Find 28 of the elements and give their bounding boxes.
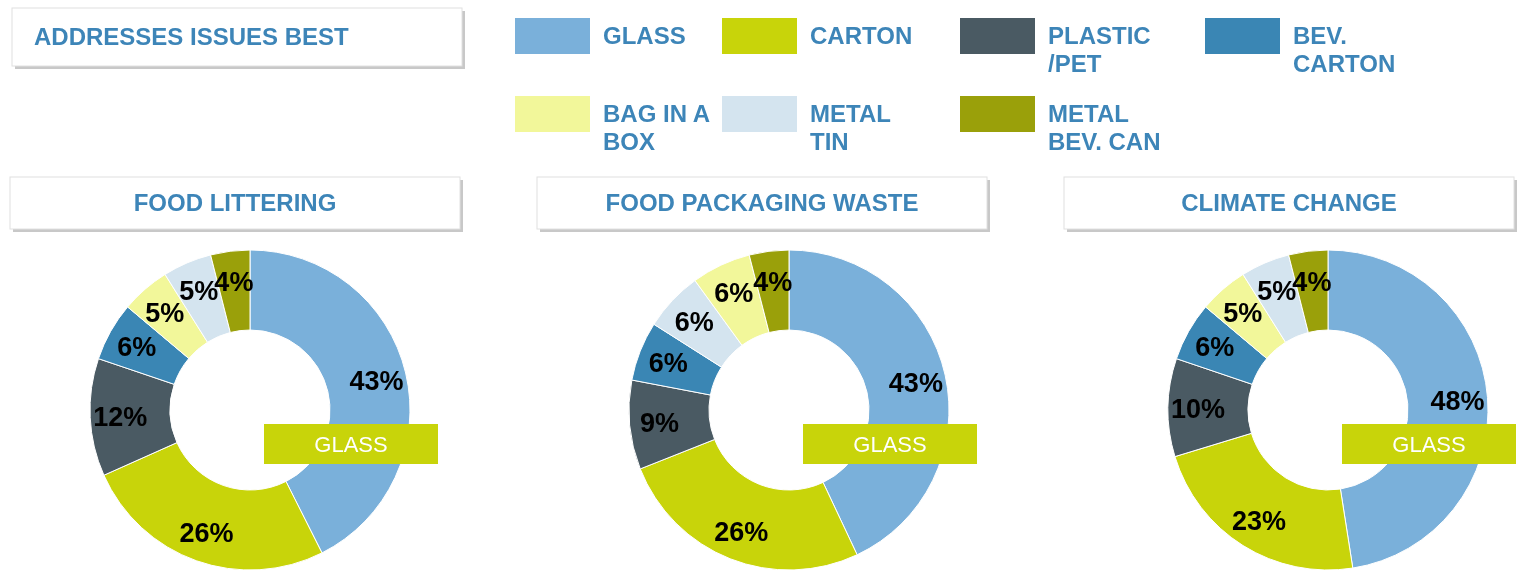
text: FOOD LITTERING: [133, 189, 337, 216]
data-label: 23%: [1231, 506, 1286, 537]
legend-label: METAL TIN: [810, 100, 891, 155]
data-label: 26%: [714, 516, 769, 547]
legend-label: PLASTIC /PET: [1048, 22, 1151, 77]
text: ADDRESSES ISSUES BEST: [34, 23, 350, 50]
data-label: 48%: [1430, 385, 1485, 416]
legend-label: METAL BEV. CAN: [1048, 100, 1161, 155]
data-label: 10%: [1170, 393, 1226, 424]
legend-label: CARTON: [810, 22, 913, 49]
data-label: 43%: [888, 367, 943, 398]
text: GLASS: [314, 432, 388, 457]
text: GLASS: [1392, 432, 1466, 457]
data-label: 6%: [648, 348, 688, 379]
data-label: 6%: [674, 307, 714, 338]
data-label: 6%: [117, 332, 157, 363]
data-label: 6%: [1195, 332, 1235, 363]
data-label: 6%: [714, 278, 754, 309]
chart-title: CLIMATE CHANGE: [1181, 189, 1397, 216]
legend-label: BEV. CARTON: [1293, 22, 1396, 77]
text: GLASS: [853, 432, 927, 457]
data-label: 9%: [640, 408, 680, 439]
data-label: 12%: [93, 402, 148, 433]
legend-label: BAG IN A BOX: [603, 100, 711, 155]
legend-label: GLASS: [603, 22, 686, 49]
chart-title: FOOD PACKAGING WASTE: [605, 189, 919, 216]
data-label: 43%: [349, 365, 404, 396]
data-label: 26%: [179, 518, 234, 549]
